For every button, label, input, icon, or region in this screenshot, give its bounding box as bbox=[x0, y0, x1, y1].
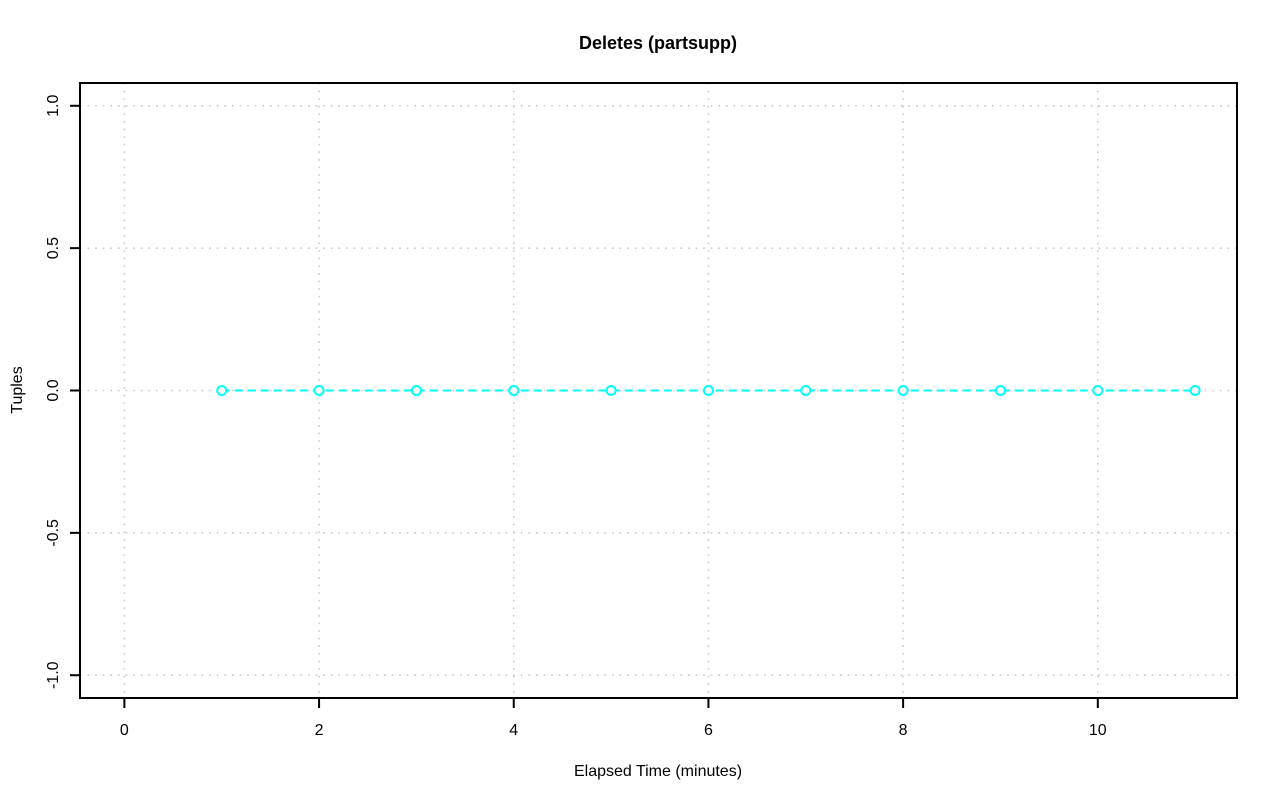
data-point bbox=[1092, 385, 1104, 396]
data-point bbox=[313, 385, 325, 396]
x-tick-label: 2 bbox=[315, 722, 324, 739]
y-tick-label: 1.0 bbox=[45, 95, 62, 117]
x-tick-label: 10 bbox=[1089, 722, 1107, 739]
x-tick-label: 4 bbox=[509, 722, 518, 739]
data-point bbox=[897, 385, 909, 396]
x-axis-label: Elapsed Time (minutes) bbox=[574, 763, 742, 780]
data-point bbox=[410, 385, 422, 396]
plot-border bbox=[79, 82, 1238, 699]
data-series bbox=[216, 385, 1201, 396]
data-point bbox=[800, 385, 812, 396]
data-point bbox=[216, 385, 228, 396]
y-tick-label: 0.0 bbox=[45, 379, 62, 401]
y-tick-label: -1.0 bbox=[45, 661, 62, 689]
data-point bbox=[994, 385, 1006, 396]
x-tick-label: 6 bbox=[704, 722, 713, 739]
y-tick-label: 0.5 bbox=[45, 237, 62, 259]
data-point bbox=[1189, 385, 1201, 396]
data-point bbox=[702, 385, 714, 396]
data-point bbox=[508, 385, 520, 396]
axis-ticks: 0 2 4 6 8 10 -1.0 -0.5 0.0 0.5 1.0 bbox=[45, 95, 1107, 739]
x-tick-label: 0 bbox=[120, 722, 129, 739]
x-tick-label: 8 bbox=[899, 722, 908, 739]
chart-title: Deletes (partsupp) bbox=[579, 33, 737, 53]
y-axis-label: Tuples bbox=[9, 366, 26, 413]
data-point bbox=[605, 385, 617, 396]
y-tick-label: -0.5 bbox=[45, 519, 62, 547]
